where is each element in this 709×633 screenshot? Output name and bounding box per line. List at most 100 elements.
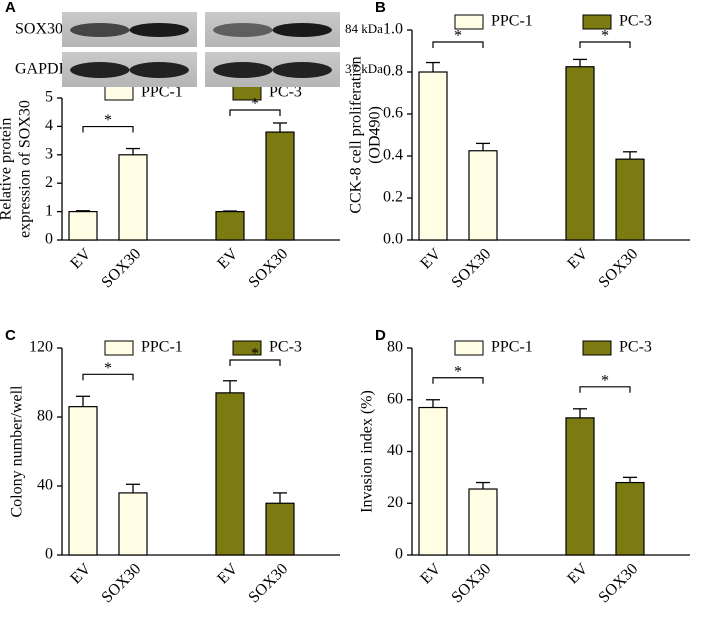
bar <box>118 492 148 556</box>
y-axis-label: Colony number/well <box>9 385 26 518</box>
blot-band <box>213 23 273 37</box>
bar <box>418 71 448 241</box>
x-tick-label: SOX30 <box>98 560 144 606</box>
y-tick-label: 60 <box>387 390 403 407</box>
panel-label: A <box>5 0 16 16</box>
legend-label: PPC-1 <box>141 84 183 101</box>
significance-star: * <box>601 28 609 45</box>
bar <box>68 406 98 556</box>
y-tick-label: 2 <box>45 174 53 191</box>
blot-band <box>70 62 130 78</box>
y-tick-label: 40 <box>387 442 403 459</box>
legend-swatch <box>232 340 262 356</box>
y-tick-label: 40 <box>37 477 53 494</box>
legend-swatch <box>454 14 484 30</box>
significance-bracket <box>432 41 484 48</box>
y-tick-label: 3 <box>45 145 53 162</box>
bar <box>215 211 245 241</box>
y-tick-label: 0.2 <box>383 189 403 206</box>
x-tick-label: EV <box>417 560 444 587</box>
x-tick-label: EV <box>214 245 241 272</box>
bar <box>468 488 498 556</box>
significance-bracket <box>82 125 134 133</box>
x-tick-label: SOX30 <box>595 245 641 291</box>
legend-label: PC-3 <box>269 84 302 101</box>
significance-bracket <box>229 359 281 366</box>
panel-label: D <box>375 327 386 344</box>
x-tick-label: EV <box>564 560 591 587</box>
blot-band <box>272 23 332 37</box>
legend-label: PC-3 <box>619 13 652 30</box>
bar <box>118 154 148 241</box>
legend-swatch <box>582 14 612 30</box>
y-tick-label: 0.6 <box>383 105 403 122</box>
panel-label: B <box>375 0 386 16</box>
blot-band <box>213 62 273 78</box>
significance-star: * <box>251 96 259 113</box>
y-tick-label: 1 <box>45 202 53 219</box>
bar <box>468 150 498 241</box>
y-tick-label: 0 <box>45 546 53 563</box>
blot-size-label: 37 kDa <box>345 61 383 76</box>
y-tick-label: 0 <box>45 231 53 248</box>
legend-label: PPC-1 <box>141 339 183 356</box>
y-tick-label: 80 <box>37 408 53 425</box>
significance-star: * <box>104 112 112 129</box>
y-axis-label: Invasion index (%) <box>359 390 376 513</box>
significance-star: * <box>601 372 609 389</box>
blot-band <box>129 23 189 37</box>
significance-star: * <box>104 360 112 377</box>
y-tick-label: 0.8 <box>383 63 403 80</box>
x-tick-label: SOX30 <box>245 560 291 606</box>
bar <box>615 158 645 241</box>
significance-bracket <box>579 386 631 393</box>
legend-swatch <box>104 85 134 101</box>
blot-band <box>129 62 189 78</box>
x-tick-label: SOX30 <box>448 245 494 291</box>
legend-label: PC-3 <box>619 339 652 356</box>
significance-star: * <box>454 363 462 380</box>
y-tick-label: 0 <box>395 546 403 563</box>
legend-label: PC-3 <box>269 339 302 356</box>
y-axis-label: (OD490) <box>367 106 384 164</box>
x-tick-label: EV <box>67 560 94 587</box>
significance-star: * <box>251 346 259 363</box>
y-tick-label: 5 <box>45 89 53 106</box>
significance-star: * <box>454 28 462 45</box>
bar <box>265 131 295 241</box>
blot-size-label: 84 kDa <box>345 21 383 36</box>
panel-label: C <box>5 327 16 344</box>
y-tick-label: 0.4 <box>383 147 403 164</box>
y-tick-label: 0.0 <box>383 231 403 248</box>
x-tick-label: SOX30 <box>595 560 641 606</box>
bar <box>418 406 448 556</box>
y-tick-label: 80 <box>387 339 403 356</box>
bar <box>265 502 295 556</box>
x-tick-label: SOX30 <box>245 245 291 291</box>
x-tick-label: EV <box>417 245 444 272</box>
y-axis-label: expression of SOX30 <box>17 100 34 238</box>
y-tick-label: 20 <box>387 494 403 511</box>
significance-bracket <box>229 109 281 116</box>
bar <box>615 481 645 556</box>
significance-bracket <box>579 41 631 48</box>
legend-swatch <box>454 340 484 356</box>
significance-bracket <box>82 373 134 381</box>
legend-swatch <box>582 340 612 356</box>
y-tick-label: 4 <box>45 117 53 134</box>
bar <box>68 211 98 241</box>
x-tick-label: EV <box>67 245 94 272</box>
x-tick-label: SOX30 <box>448 560 494 606</box>
y-axis-label: Relative protein <box>0 118 15 221</box>
bar <box>565 66 595 241</box>
bar <box>215 392 245 556</box>
legend-label: PPC-1 <box>491 13 533 30</box>
significance-bracket <box>432 377 484 384</box>
legend-swatch <box>104 340 134 356</box>
x-tick-label: EV <box>564 245 591 272</box>
blot-band <box>272 62 332 78</box>
blot-row-label: SOX30 <box>15 21 63 38</box>
y-tick-label: 120 <box>29 339 53 356</box>
y-tick-label: 1.0 <box>383 21 403 38</box>
